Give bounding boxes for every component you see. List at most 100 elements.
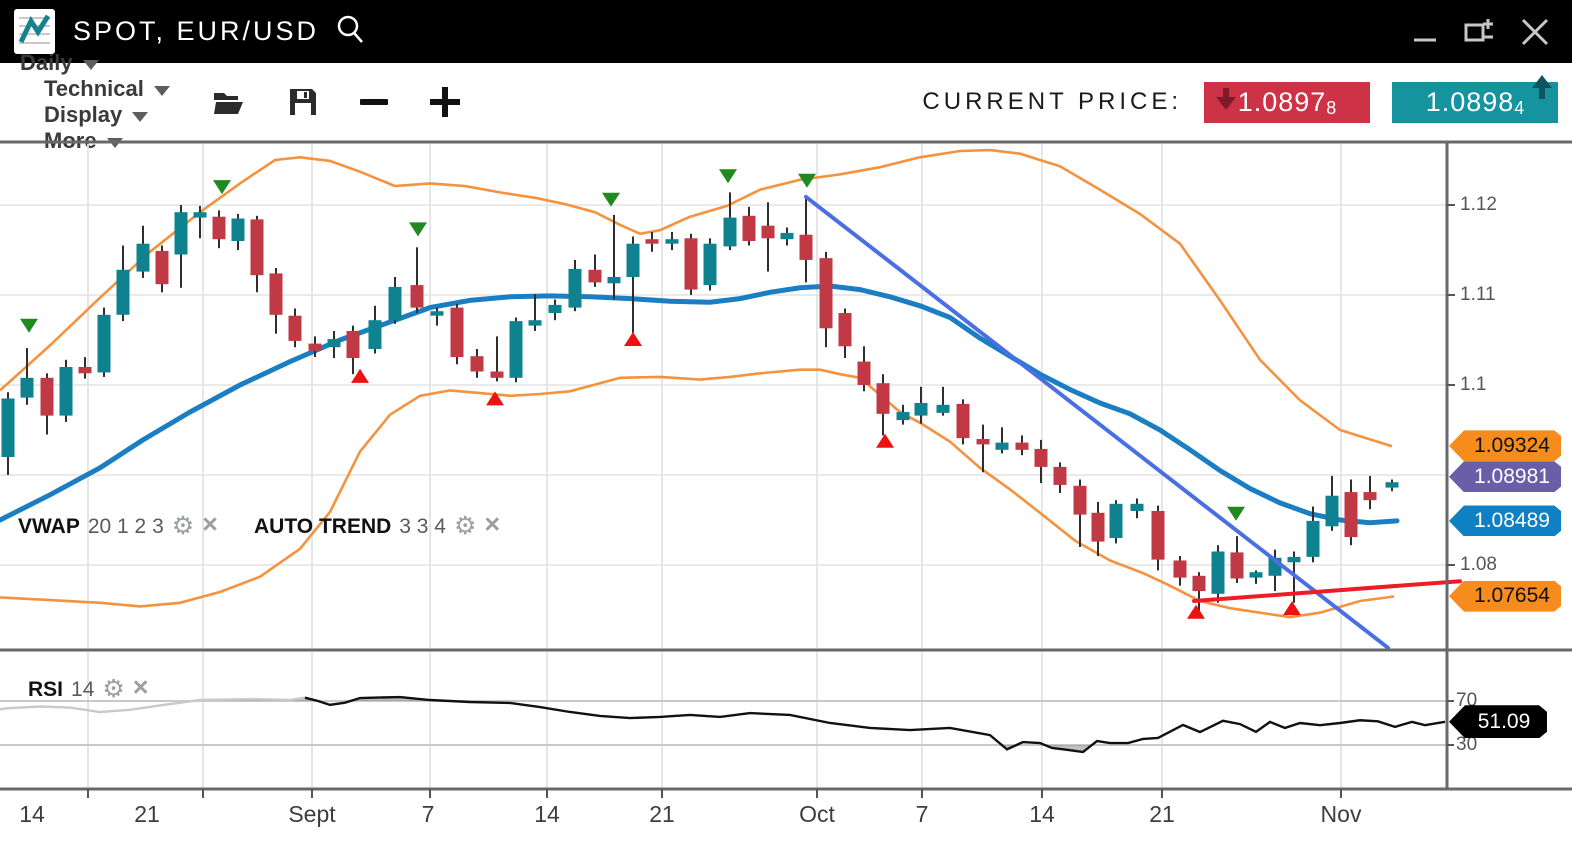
candle-up: [1268, 557, 1282, 576]
buy-signal-arrow: [351, 368, 369, 383]
time-axis-label: 14: [534, 801, 560, 827]
candle-down: [1034, 448, 1048, 467]
candle-up: [231, 218, 245, 241]
auto-trend-resistance-line: [804, 194, 1390, 650]
candle-down: [1230, 552, 1244, 579]
candle-down: [857, 361, 871, 385]
vwap-settings-gear-icon[interactable]: ⚙: [171, 512, 195, 540]
buy-signal-arrow: [876, 433, 894, 448]
buy-signal-arrow: [1187, 604, 1205, 619]
rsi-legend: RSI 14 ⚙ ×: [28, 672, 149, 703]
auto-trend-support-line: [1192, 579, 1462, 603]
autotrend-settings-gear-icon[interactable]: ⚙: [454, 512, 477, 540]
buy-signal-arrow: [486, 391, 504, 406]
rsi-remove-icon[interactable]: ×: [132, 672, 149, 702]
minimize-button[interactable]: [1412, 19, 1438, 45]
autotrend-name: AUTO TREND: [254, 514, 392, 538]
popout-button[interactable]: [1462, 17, 1496, 47]
candle-down: [1151, 511, 1165, 560]
price-axis-label: 1.12: [1460, 194, 1497, 215]
candle-up: [723, 217, 737, 247]
chevron-down-icon: [106, 137, 123, 148]
ask-price-badge[interactable]: 1.0898 4: [1392, 74, 1558, 123]
candle-down: [308, 343, 322, 351]
time-axis-label: Sept: [288, 801, 336, 827]
vwap-remove-icon[interactable]: ×: [202, 509, 218, 539]
candle-down: [645, 239, 659, 244]
current-price-label: CURRENT PRICE:: [922, 88, 1182, 115]
time-axis-label: 7: [421, 801, 435, 827]
app-logo-icon: [14, 9, 55, 54]
candle-up: [368, 320, 382, 349]
candle-up: [174, 212, 188, 255]
time-axis-label: Oct: [799, 801, 835, 827]
chevron-down-icon: [82, 59, 99, 70]
price-axis-label: 1.1: [1460, 374, 1487, 395]
bid-price-badge[interactable]: 1.0897 8: [1204, 81, 1370, 123]
ask-value: 1.0898: [1425, 86, 1515, 117]
time-axis-label: 14: [1029, 801, 1055, 827]
candle-down: [799, 234, 813, 260]
title-bar: SPOT, EUR/USD: [0, 0, 1572, 63]
zoom-in-button[interactable]: [429, 87, 460, 117]
save-icon[interactable]: [288, 87, 318, 117]
sell-signal-arrow: [213, 180, 231, 195]
rsi-overbought-fill: [350, 697, 450, 701]
candle-up: [1211, 551, 1225, 594]
candle-down: [212, 216, 226, 240]
vwap-name: VWAP: [18, 514, 80, 538]
rsi-oversold-fill: [1044, 745, 1092, 753]
sell-signal-arrow: [602, 192, 620, 207]
zoom-out-button[interactable]: [359, 99, 388, 105]
bollinger-upper-band: [0, 148, 1393, 448]
candle-down: [1015, 442, 1029, 450]
candle-up: [995, 442, 1009, 450]
candle-down: [490, 371, 504, 378]
candle-down: [269, 273, 283, 315]
time-axis-label: 21: [1149, 801, 1175, 827]
candle-down: [1091, 512, 1105, 542]
candle-up: [1, 398, 15, 457]
window-title: SPOT, EUR/USD: [73, 16, 320, 46]
rsi-settings-gear-icon[interactable]: ⚙: [102, 675, 125, 703]
autotrend-remove-icon[interactable]: ×: [484, 509, 501, 539]
candle-up: [1249, 572, 1263, 578]
candle-up: [548, 304, 562, 313]
search-icon[interactable]: [335, 13, 365, 50]
vwap-params: 20 1 2 3: [87, 514, 164, 538]
ask-pip: 4: [1514, 97, 1525, 118]
time-axis-label: 14: [19, 801, 45, 827]
candle-down: [1073, 485, 1087, 515]
menu-label: Daily: [20, 50, 73, 75]
chevron-down-icon: [153, 85, 170, 96]
candle-down: [1363, 492, 1377, 501]
menu-technical[interactable]: Technical: [44, 76, 170, 102]
candle-down: [1173, 560, 1187, 578]
candle-down: [1344, 492, 1358, 538]
open-file-icon[interactable]: [212, 88, 246, 116]
candle-up: [626, 243, 640, 277]
candle-down: [761, 225, 775, 239]
price-marker-badge: 1.07654: [1449, 580, 1561, 612]
time-axis-label: 21: [134, 801, 160, 827]
candle-down: [956, 403, 970, 439]
candle-up: [1306, 520, 1320, 557]
candle-down: [819, 258, 833, 329]
candle-down: [40, 377, 54, 416]
candle-up: [665, 239, 679, 244]
buy-signal-arrow: [624, 332, 642, 346]
menu-more[interactable]: More: [44, 128, 170, 154]
rsi-axis-label: 30: [1456, 734, 1478, 755]
candle-up: [1325, 495, 1339, 527]
candle-down: [1053, 466, 1067, 485]
menu-label: Technical: [44, 76, 144, 101]
rsi-oversold-fill: [1001, 745, 1017, 750]
vwap-line: [0, 283, 1400, 526]
candle-up: [896, 412, 910, 421]
menu-daily[interactable]: Daily: [20, 50, 170, 76]
close-button[interactable]: [1520, 17, 1550, 47]
menu-label: Display: [44, 102, 123, 127]
menu-display[interactable]: Display: [44, 102, 170, 128]
candle-down: [410, 285, 424, 308]
